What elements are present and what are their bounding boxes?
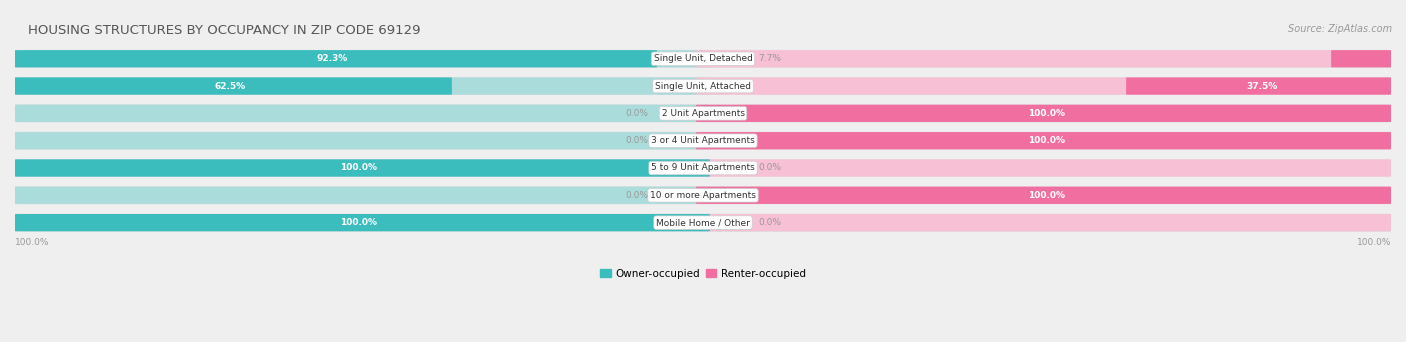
FancyBboxPatch shape — [696, 105, 1391, 122]
Text: 10 or more Apartments: 10 or more Apartments — [650, 191, 756, 200]
Text: 0.0%: 0.0% — [624, 109, 648, 118]
Text: 7.7%: 7.7% — [758, 54, 782, 63]
FancyBboxPatch shape — [15, 214, 1391, 231]
FancyBboxPatch shape — [1126, 77, 1391, 95]
FancyBboxPatch shape — [15, 159, 710, 176]
FancyBboxPatch shape — [15, 187, 1391, 204]
FancyBboxPatch shape — [15, 105, 710, 122]
FancyBboxPatch shape — [15, 77, 1391, 95]
Text: 37.5%: 37.5% — [1246, 81, 1278, 91]
Text: Single Unit, Attached: Single Unit, Attached — [655, 81, 751, 91]
Text: HOUSING STRUCTURES BY OCCUPANCY IN ZIP CODE 69129: HOUSING STRUCTURES BY OCCUPANCY IN ZIP C… — [28, 24, 420, 37]
Legend: Owner-occupied, Renter-occupied: Owner-occupied, Renter-occupied — [596, 265, 810, 283]
FancyBboxPatch shape — [15, 214, 710, 231]
FancyBboxPatch shape — [15, 214, 710, 231]
FancyBboxPatch shape — [15, 187, 710, 204]
FancyBboxPatch shape — [15, 50, 710, 67]
FancyBboxPatch shape — [15, 132, 710, 149]
FancyBboxPatch shape — [15, 159, 1391, 176]
FancyBboxPatch shape — [15, 77, 451, 95]
FancyBboxPatch shape — [15, 132, 1391, 149]
FancyBboxPatch shape — [1331, 50, 1391, 67]
Text: 100.0%: 100.0% — [340, 163, 377, 172]
FancyBboxPatch shape — [15, 50, 657, 67]
Text: 2 Unit Apartments: 2 Unit Apartments — [661, 109, 745, 118]
Text: 3 or 4 Unit Apartments: 3 or 4 Unit Apartments — [651, 136, 755, 145]
FancyBboxPatch shape — [696, 77, 1391, 95]
FancyBboxPatch shape — [696, 187, 1391, 204]
Text: 100.0%: 100.0% — [1357, 238, 1391, 247]
FancyBboxPatch shape — [15, 105, 1391, 122]
FancyBboxPatch shape — [15, 50, 1391, 67]
Text: 100.0%: 100.0% — [15, 238, 49, 247]
Text: 0.0%: 0.0% — [624, 191, 648, 200]
Text: 100.0%: 100.0% — [1029, 109, 1066, 118]
Text: Source: ZipAtlas.com: Source: ZipAtlas.com — [1288, 24, 1392, 34]
Text: Mobile Home / Other: Mobile Home / Other — [657, 218, 749, 227]
Text: 100.0%: 100.0% — [340, 218, 377, 227]
FancyBboxPatch shape — [15, 77, 710, 95]
FancyBboxPatch shape — [696, 187, 1391, 204]
FancyBboxPatch shape — [696, 132, 1391, 149]
Text: 100.0%: 100.0% — [1029, 191, 1066, 200]
FancyBboxPatch shape — [15, 159, 710, 176]
Text: 0.0%: 0.0% — [758, 163, 782, 172]
Text: 62.5%: 62.5% — [215, 81, 246, 91]
FancyBboxPatch shape — [696, 50, 1391, 67]
FancyBboxPatch shape — [696, 159, 1391, 176]
Text: 92.3%: 92.3% — [316, 54, 349, 63]
Text: 100.0%: 100.0% — [1029, 136, 1066, 145]
Text: 0.0%: 0.0% — [624, 136, 648, 145]
FancyBboxPatch shape — [696, 132, 1391, 149]
FancyBboxPatch shape — [696, 105, 1391, 122]
Text: Single Unit, Detached: Single Unit, Detached — [654, 54, 752, 63]
FancyBboxPatch shape — [696, 214, 1391, 231]
Text: 0.0%: 0.0% — [758, 218, 782, 227]
Text: 5 to 9 Unit Apartments: 5 to 9 Unit Apartments — [651, 163, 755, 172]
